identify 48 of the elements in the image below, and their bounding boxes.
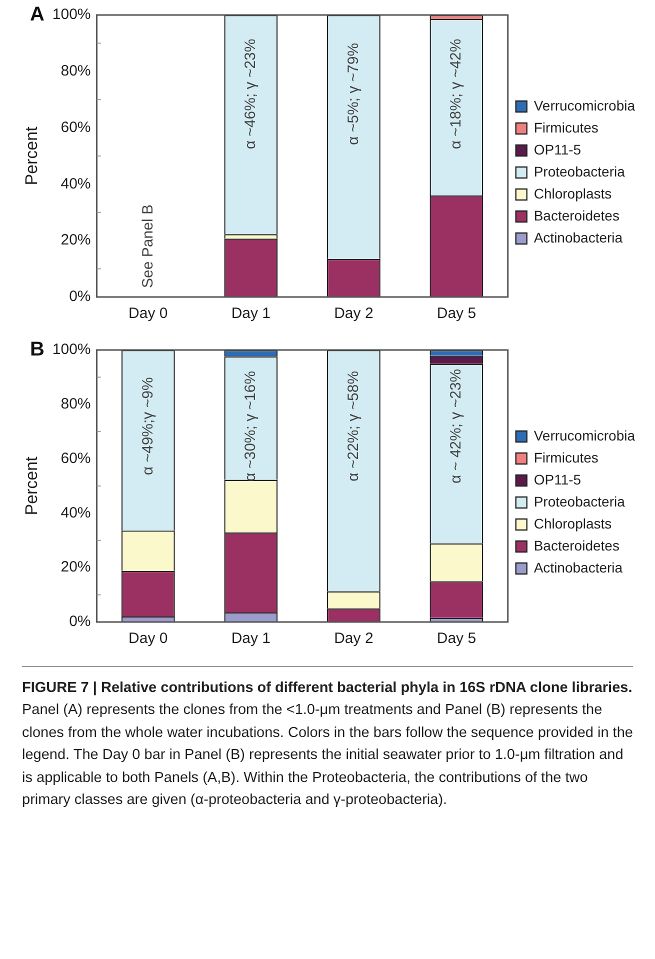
x-tick-label: Day 0 xyxy=(128,630,168,648)
legend-label: Firmicutes xyxy=(534,119,598,136)
annotation: See Panel B xyxy=(139,204,156,288)
y-tick-label: 60% xyxy=(60,118,91,136)
x-tick-label: Day 2 xyxy=(334,630,374,648)
y-tick-label: 40% xyxy=(60,504,91,522)
annotation: α ~22%; γ ~58% xyxy=(344,370,362,482)
x-tick-label: Day 5 xyxy=(436,305,476,322)
x-tick-label: Day 2 xyxy=(334,305,374,322)
legend-label: Verrucomicrobia xyxy=(534,427,636,444)
text: Panel (A) represents the clones from the <1.0-μm treatments and Panel (B) represents the clones from the whole water incubations. Colors in the bars follow the sequence provided in the legend. The Day 0 bar in Panel (B) represents the initial seawater prior to 1.0-μm filtration and is applicable to both Panels (A,B). Within the Proteobacteria, the contributions of the two primary classes are given (α-proteobacteria and γ-proteobacteria). xyxy=(22,702,633,808)
legend-label: Chloroplasts xyxy=(534,515,612,532)
chart-title: B xyxy=(30,338,44,361)
legend-label: Proteobacteria xyxy=(534,163,626,180)
x-tick-label: Day 1 xyxy=(231,630,271,648)
legend-label: OP11-5 xyxy=(534,471,582,488)
x-tick-label: Day 5 xyxy=(436,630,476,648)
legend-label: Chloroplasts xyxy=(534,185,612,202)
legend-label: Actinobacteria xyxy=(534,559,623,576)
x-tick-label: Day 0 xyxy=(128,305,168,322)
y-axis-title: Percent xyxy=(22,456,41,516)
y-tick-label: 80% xyxy=(60,62,91,80)
legend-label: Proteobacteria xyxy=(534,493,626,510)
legend-label: Bacteroidetes xyxy=(534,537,620,554)
y-tick-label: 100% xyxy=(52,341,91,358)
y-tick-label: 20% xyxy=(60,558,91,576)
legend-label: Firmicutes xyxy=(534,449,598,466)
y-tick-label: 0% xyxy=(69,613,91,630)
y-tick-label: 60% xyxy=(60,450,91,467)
caption: FIGURE 7 | Relative contributions of different bacterial phyla in 16S rDNA clone libraries. xyxy=(22,680,632,696)
y-tick-label: 20% xyxy=(60,232,91,249)
y-tick-label: 100% xyxy=(52,6,91,24)
annotation: α ~46%; γ ~23% xyxy=(242,38,260,150)
y-axis-title: Percent xyxy=(22,126,41,186)
annotation: α ~18%; γ ~42% xyxy=(448,38,465,150)
annotation: α ~5%; γ ~79% xyxy=(344,42,362,145)
legend-label: Bacteroidetes xyxy=(534,207,620,224)
y-tick-label: 80% xyxy=(60,396,91,413)
annotation: α ~49%;γ ~9% xyxy=(139,377,156,476)
annotation: α ~30%; γ ~16% xyxy=(242,370,260,482)
legend-label: Actinobacteria xyxy=(534,229,623,246)
annotation: α ~ 42%; γ ~23% xyxy=(448,368,465,484)
legend-label: OP11-5 xyxy=(534,141,582,158)
chart-title: A xyxy=(30,4,44,26)
x-tick-label: Day 1 xyxy=(231,305,271,322)
y-tick-label: 40% xyxy=(60,175,91,192)
y-tick-label: 0% xyxy=(69,288,91,306)
legend-label: Verrucomicrobia xyxy=(534,97,636,114)
